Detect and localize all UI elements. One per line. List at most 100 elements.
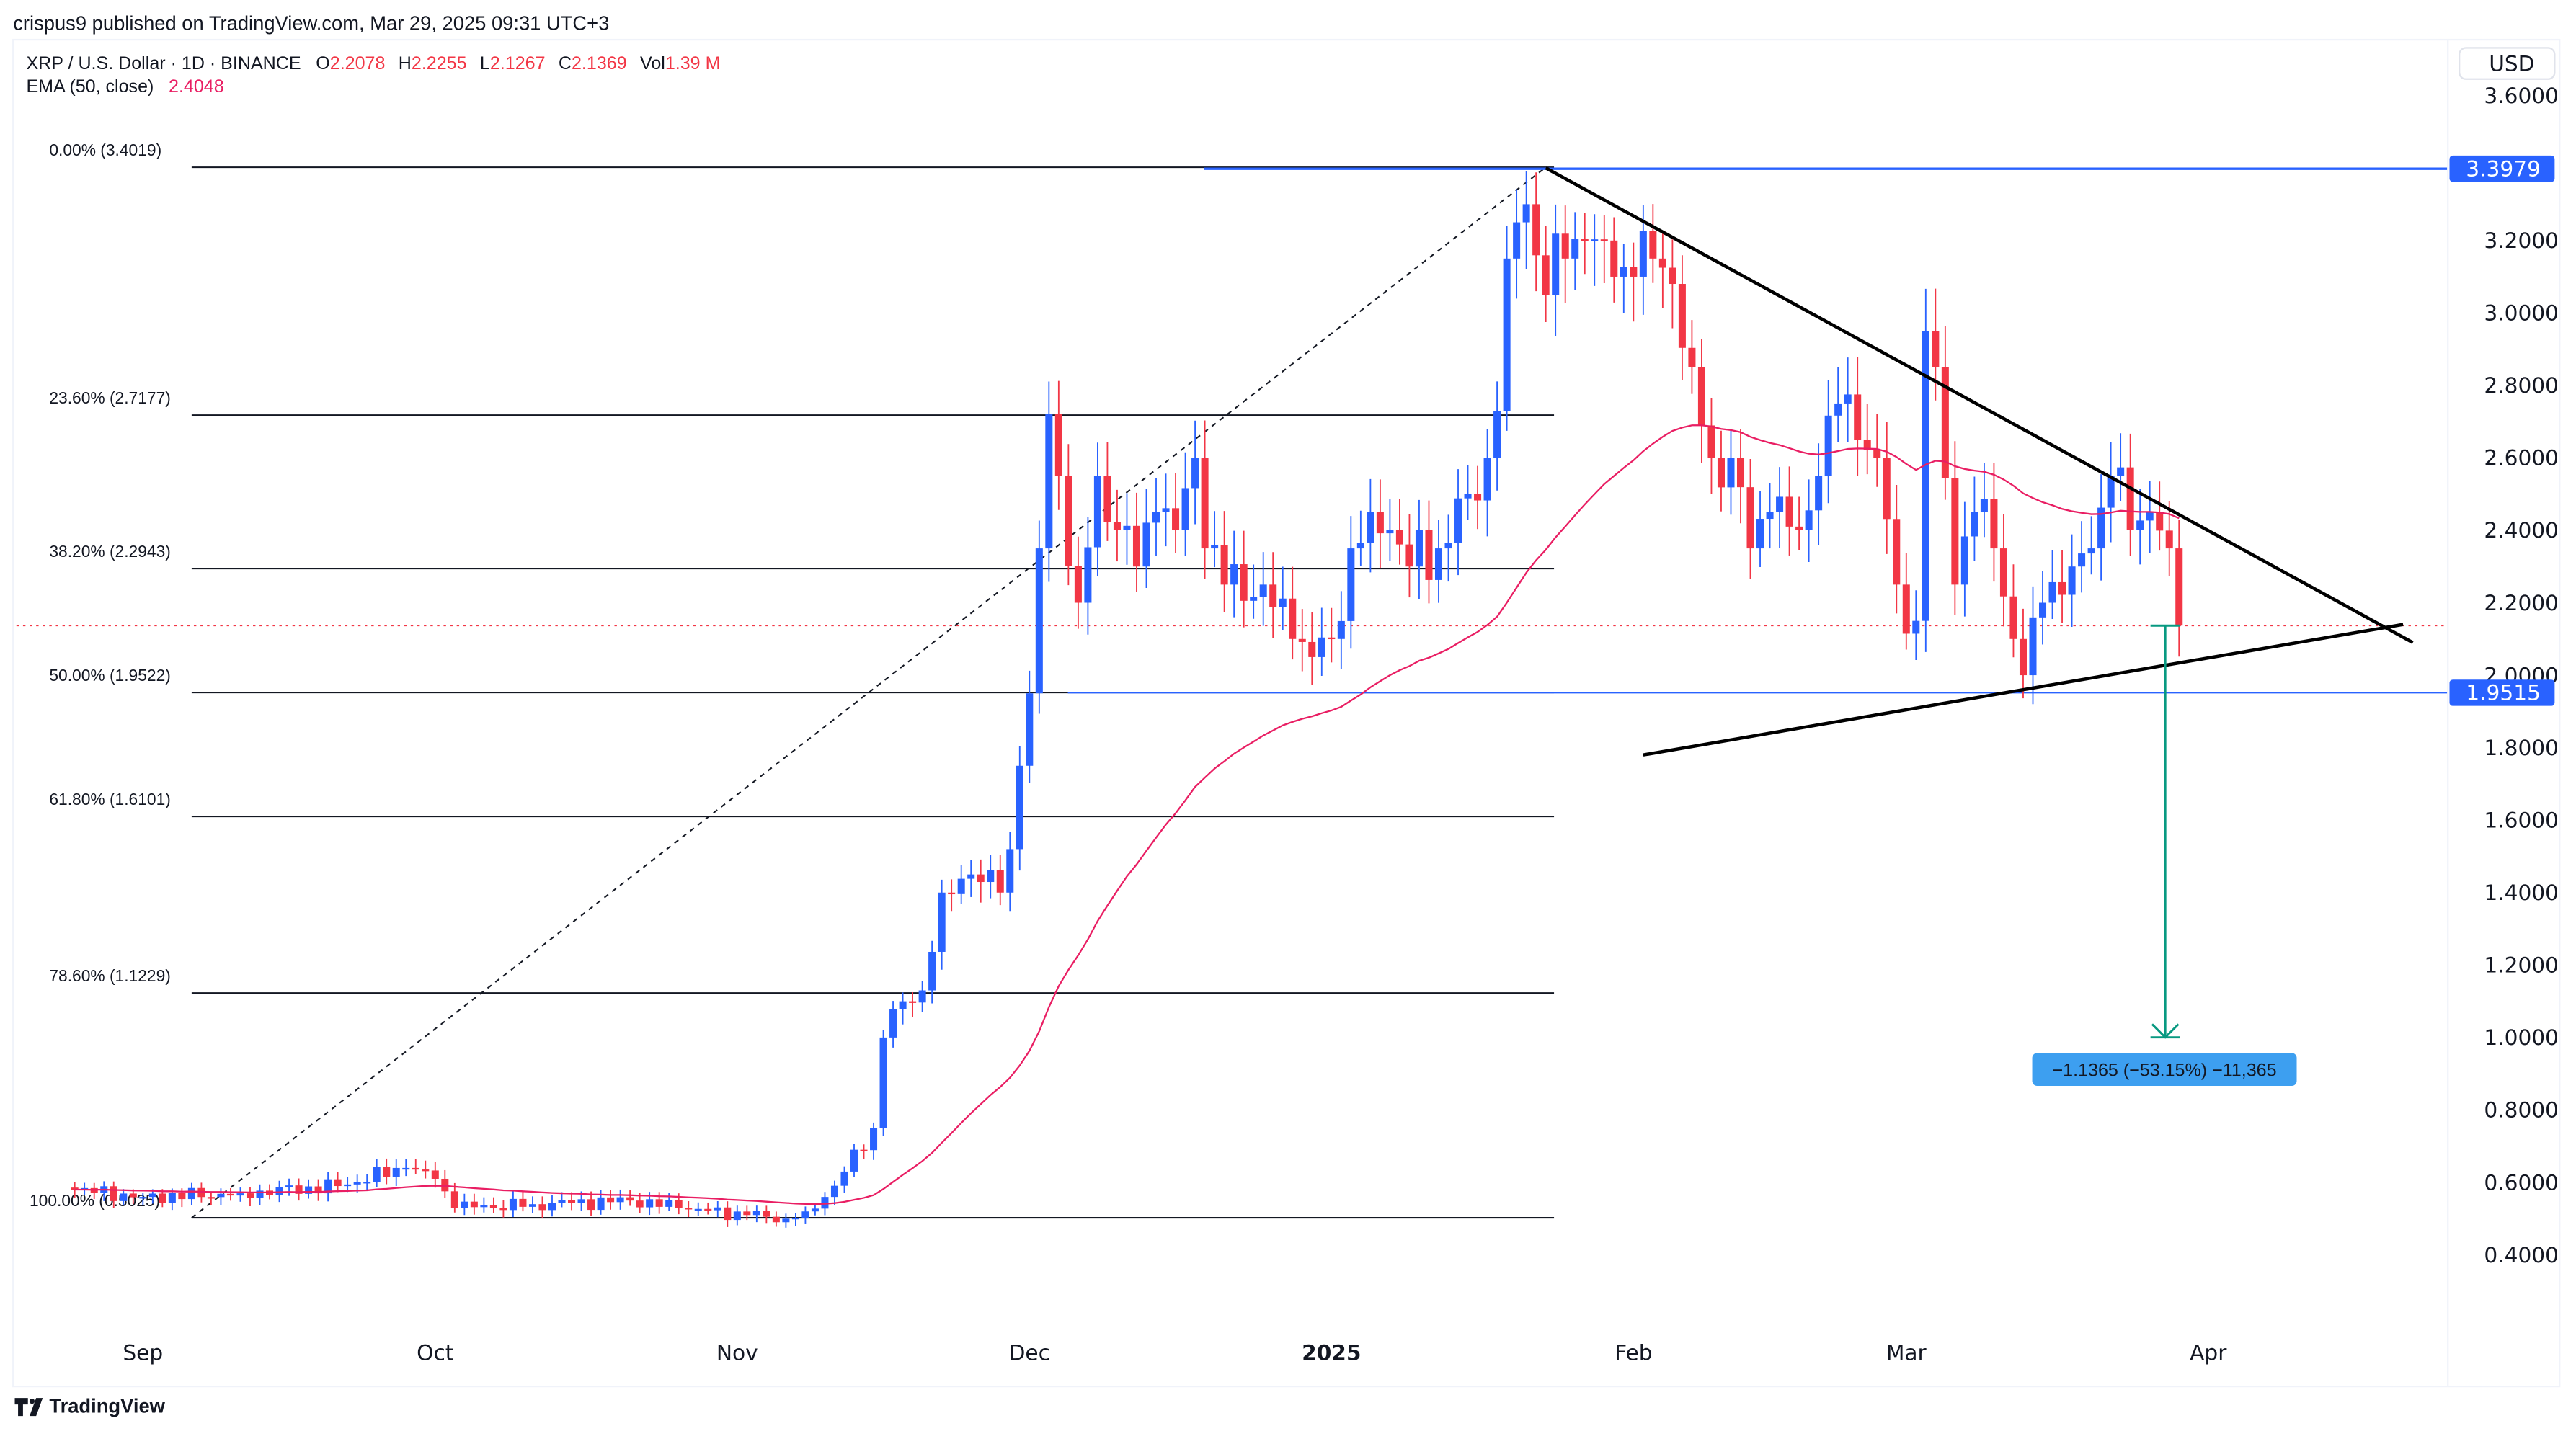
candle-body [1805,510,1813,530]
candle-body [1571,239,1579,259]
candle-body [733,1211,741,1221]
candle-body [1542,255,1550,295]
price-tick: 0.6000 [2484,1169,2559,1195]
candle-body [285,1185,293,1187]
time-tick: Mar [1886,1340,1927,1365]
candle-body [1367,512,1374,543]
currency-button[interactable] [2459,47,2556,80]
candle-body [1045,414,1053,549]
candle-body [967,874,975,879]
candle-body [2058,581,2066,595]
candle-body [2107,476,2115,508]
legend-symbol: XRP / U.S. Dollar · 1D · BINANCE [26,53,301,73]
candle-body [1201,458,1209,549]
candle-body [148,1193,156,1198]
candle-body [724,1207,732,1221]
trendline-upper[interactable] [1545,166,2414,644]
candle-body [694,1208,702,1211]
candle-body [1707,425,1715,458]
candle-body [2009,596,2017,639]
candle-body [1854,394,1862,440]
candle-body [1425,530,1433,580]
candle-body [1756,519,1764,549]
candle-body [1093,476,1101,548]
candle-body [2156,512,2164,531]
candle-body [1298,638,1306,642]
candle-body [665,1200,673,1207]
candle-body [801,1211,809,1218]
fib-level-label: 78.60% (1.1229) [49,966,170,985]
candle-body [1620,267,1627,277]
candle-body [1016,765,1023,850]
trendline-lower[interactable] [1643,623,2404,757]
candle-body [1113,522,1121,530]
price-tick: 1.4000 [2484,880,2559,905]
price-tick: 0.4000 [2484,1242,2559,1267]
price-badge-label: 1.9515 [2466,680,2541,705]
candle-body [2175,548,2183,626]
candle-body [763,1211,770,1217]
candle-body [2165,530,2173,549]
candle-body [899,1001,907,1009]
candle-body [1483,458,1491,501]
candle-body [1181,488,1189,530]
candle-body [1513,222,1521,259]
candle-body [1493,411,1501,458]
candle-body [422,1169,430,1172]
candle-body [246,1193,254,1198]
candle-body [519,1198,527,1207]
candle-body [1123,525,1131,530]
legend-ema-value: 2.4048 [169,76,224,97]
candle-body [1815,476,1823,511]
candle-body [1532,204,1540,256]
price-tick: 3.2000 [2484,228,2559,253]
price-tick: 3.6000 [2484,83,2559,108]
candle-body [821,1197,829,1209]
candle-body [353,1182,361,1185]
tradingview-logo: TradingView [14,1395,166,1417]
measure-label-box [2032,1053,2297,1086]
svg-text:XRP / U.S. Dollar · 1D · BINAN: XRP / U.S. Dollar · 1D · BINANCE O2.2078… [26,53,720,73]
candle-body [1980,499,1988,512]
published-caption: crispus9 published on TradingView.com, M… [13,12,609,34]
candle-body [1999,548,2007,597]
candle-body [1844,394,1852,404]
candle-body [1230,564,1238,585]
candle-body [129,1193,137,1198]
tradingview-icon [14,1398,43,1417]
candle-body [655,1199,663,1207]
candle-body [587,1199,595,1211]
candle-body [704,1208,712,1211]
candle-body [860,1149,868,1151]
candle-body [528,1204,536,1207]
time-axis[interactable]: Sep Oct Nov Dec 2025 Feb Mar Apr [123,1340,2227,1365]
candle-body [1600,239,1608,241]
candle-body [1561,233,1569,259]
candle-body [256,1190,264,1198]
candle-body [2029,617,2037,676]
candle-body [938,892,946,952]
candle-body [412,1167,419,1170]
time-tick: Oct [417,1340,453,1365]
time-tick: Nov [716,1340,758,1365]
fib-retracement[interactable]: 0.00% (3.4019) 23.60% (2.7177) 38.20% (2.2… [30,141,1555,1219]
price-axis[interactable]: 3.6000 3.2000 3.0000 2.8000 2.6000 2.4000 2.20… [2447,40,2559,1387]
candle-body [1006,849,1014,893]
price-tick: 2.6000 [2484,445,2559,471]
candle-body [226,1193,234,1196]
candle-body [1269,584,1277,607]
candle-body [314,1186,322,1194]
candle-body [791,1217,799,1220]
candle-body [1308,641,1316,657]
candle-body [577,1199,585,1203]
measure-tool[interactable]: −1.1365 (−53.15%) −11,365 [2032,624,2297,1086]
candle-body [918,990,926,1003]
legend-low: 2.1267 [490,53,546,73]
candle-body [2078,553,2086,567]
candle-body [1142,522,1150,567]
candle-body [217,1193,225,1198]
candle-body [305,1186,313,1194]
candle-body [499,1208,507,1211]
candle-body [1132,525,1140,567]
